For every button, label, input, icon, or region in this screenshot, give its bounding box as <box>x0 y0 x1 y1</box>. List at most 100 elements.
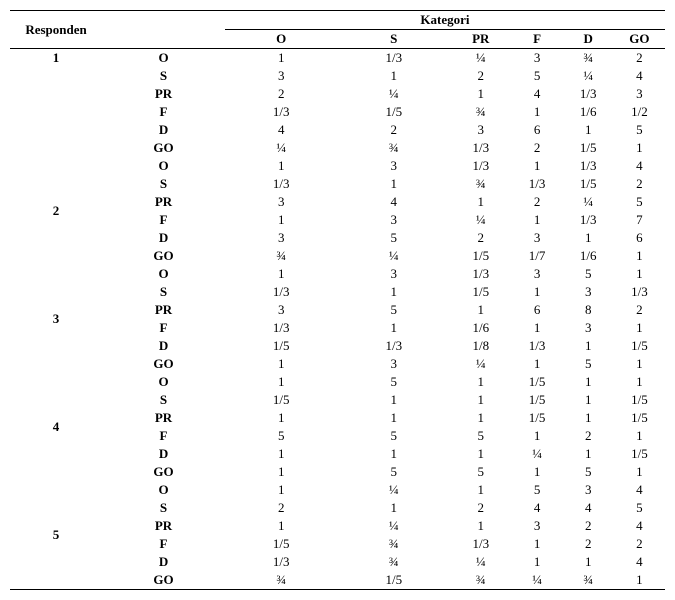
cell-value: ¼ <box>338 517 451 535</box>
cell-value: 4 <box>614 481 665 499</box>
cell-value: 1/5 <box>225 391 338 409</box>
cell-value: 5 <box>563 265 614 283</box>
cell-value: 5 <box>338 427 451 445</box>
cell-value: 3 <box>338 355 451 373</box>
cell-value: 1/3 <box>511 337 562 355</box>
cell-value: 1 <box>450 481 511 499</box>
cell-value: 4 <box>511 499 562 517</box>
cell-value: 3 <box>563 319 614 337</box>
row-label: D <box>102 445 225 463</box>
responden-id: 4 <box>10 373 102 481</box>
cell-value: 4 <box>614 553 665 571</box>
cell-value: 2 <box>450 67 511 85</box>
cell-value: 1 <box>225 409 338 427</box>
table-row: F1/311/6131 <box>10 319 665 337</box>
header-col-s: S <box>338 30 451 49</box>
cell-value: 2 <box>511 193 562 211</box>
cell-value: 1/3 <box>563 85 614 103</box>
cell-value: 1 <box>225 373 338 391</box>
cell-value: 1 <box>338 499 451 517</box>
cell-value: 1 <box>511 535 562 553</box>
row-label: PR <box>102 85 225 103</box>
cell-value: 1 <box>511 103 562 121</box>
cell-value: 1 <box>511 211 562 229</box>
cell-value: 1/3 <box>450 139 511 157</box>
table-row: F1/31/5¾11/61/2 <box>10 103 665 121</box>
cell-value: ¾ <box>563 571 614 590</box>
cell-value: 3 <box>225 301 338 319</box>
header-col-f: F <box>511 30 562 49</box>
cell-value: ¾ <box>225 571 338 590</box>
cell-value: ¾ <box>338 553 451 571</box>
row-label: GO <box>102 247 225 265</box>
row-label: PR <box>102 301 225 319</box>
cell-value: 1 <box>511 157 562 175</box>
cell-value: 5 <box>450 463 511 481</box>
cell-value: 1/6 <box>563 103 614 121</box>
cell-value: 1/5 <box>511 373 562 391</box>
cell-value: 1 <box>225 463 338 481</box>
cell-value: 1/5 <box>614 391 665 409</box>
cell-value: 1 <box>511 463 562 481</box>
cell-value: 3 <box>614 85 665 103</box>
cell-value: 1 <box>225 355 338 373</box>
cell-value: 1 <box>225 157 338 175</box>
cell-value: 1 <box>338 319 451 337</box>
cell-value: 1 <box>450 445 511 463</box>
cell-value: 1/3 <box>338 49 451 68</box>
cell-value: ¼ <box>563 193 614 211</box>
cell-value: 3 <box>225 193 338 211</box>
cell-value: 1/3 <box>450 157 511 175</box>
cell-value: 3 <box>225 67 338 85</box>
table-row: PR1¼1324 <box>10 517 665 535</box>
cell-value: 3 <box>511 229 562 247</box>
cell-value: 1 <box>563 229 614 247</box>
cell-value: ¼ <box>563 67 614 85</box>
table-row: PR1111/511/5 <box>10 409 665 427</box>
table-row: 4O1511/511 <box>10 373 665 391</box>
row-label: S <box>102 283 225 301</box>
table-row: D1/3¾¼114 <box>10 553 665 571</box>
cell-value: 3 <box>511 517 562 535</box>
cell-value: ¼ <box>450 49 511 68</box>
cell-value: 4 <box>563 499 614 517</box>
row-label: O <box>102 481 225 499</box>
cell-value: 3 <box>338 157 451 175</box>
cell-value: ¼ <box>338 481 451 499</box>
table-row: GO¾1/5¾¼¾1 <box>10 571 665 590</box>
table-body: 1O11/3¼3¾2S3125¼4PR2¼141/33F1/31/5¾11/61… <box>10 49 665 590</box>
cell-value: 1/3 <box>225 553 338 571</box>
cell-value: 3 <box>563 481 614 499</box>
row-label: F <box>102 535 225 553</box>
cell-value: 1 <box>225 49 338 68</box>
cell-value: 1/8 <box>450 337 511 355</box>
cell-value: 1 <box>511 319 562 337</box>
row-label: S <box>102 67 225 85</box>
cell-value: 5 <box>338 301 451 319</box>
cell-value: 3 <box>511 265 562 283</box>
cell-value: ¼ <box>225 139 338 157</box>
row-label: F <box>102 211 225 229</box>
cell-value: 1/5 <box>338 103 451 121</box>
cell-value: ¼ <box>511 571 562 590</box>
cell-value: 1/3 <box>225 103 338 121</box>
cell-value: 5 <box>511 481 562 499</box>
cell-value: 6 <box>614 229 665 247</box>
table-row: GO155151 <box>10 463 665 481</box>
table-row: S3125¼4 <box>10 67 665 85</box>
cell-value: 5 <box>563 355 614 373</box>
header-kategori: Kategori <box>225 11 665 30</box>
cell-value: 6 <box>511 301 562 319</box>
cell-value: 1 <box>338 175 451 193</box>
cell-value: 4 <box>614 67 665 85</box>
table-row: F1/5¾1/3122 <box>10 535 665 553</box>
cell-value: 1 <box>450 85 511 103</box>
cell-value: 2 <box>450 229 511 247</box>
responden-id: 2 <box>10 157 102 265</box>
cell-value: 1/5 <box>225 535 338 553</box>
cell-value: 1 <box>450 301 511 319</box>
cell-value: 1 <box>563 391 614 409</box>
cell-value: 1 <box>450 517 511 535</box>
cell-value: 4 <box>225 121 338 139</box>
cell-value: 1 <box>563 337 614 355</box>
